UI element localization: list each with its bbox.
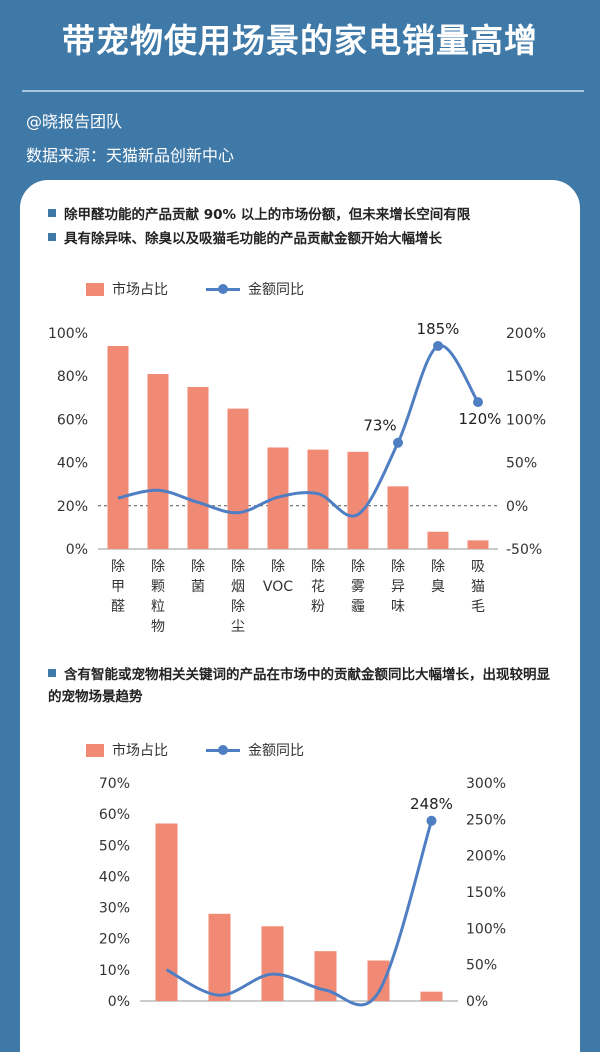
right-axis-tick-label: 150%	[466, 885, 506, 901]
line-yoy-growth	[165, 820, 433, 1007]
left-axis-tick-label: 100%	[48, 326, 88, 342]
left-axis-tick-label: 10%	[99, 963, 130, 979]
line-swatch-icon	[206, 744, 240, 755]
right-axis-tick-label: 100%	[506, 412, 546, 428]
bar-swatch-icon	[86, 743, 104, 757]
category-label: 除烟除尘	[231, 559, 245, 635]
bar-market-share	[367, 960, 390, 1001]
category-label: 除颗粒物	[151, 559, 165, 635]
left-axis-tick-label: 0%	[108, 994, 130, 1010]
right-axis-tick-label: 0%	[466, 994, 488, 1010]
category-label: 除雾霾	[351, 559, 365, 615]
bullet-square-icon	[48, 669, 56, 677]
line-point-marker	[473, 397, 483, 408]
bar-market-share	[427, 531, 449, 549]
bar-market-share	[261, 926, 284, 1001]
bar-market-share	[467, 540, 489, 549]
left-axis-tick-label: 80%	[57, 369, 88, 385]
title-divider	[22, 90, 584, 92]
bar-swatch-icon	[86, 282, 104, 296]
right-axis-tick-label: -50%	[506, 542, 542, 558]
bar-market-share	[420, 991, 443, 1001]
line-swatch-icon	[206, 283, 240, 294]
left-axis-tick-label: 0%	[66, 542, 88, 558]
left-axis-tick-label: 60%	[99, 807, 130, 823]
bar-market-share	[147, 374, 169, 549]
line-point-marker	[426, 815, 437, 826]
bar-market-share	[155, 823, 178, 1001]
chart1-legend-bar: 市场占比	[86, 279, 168, 299]
right-axis-tick-label: 0%	[506, 499, 528, 515]
right-axis-tick-label: 200%	[466, 849, 506, 865]
chart1-note-1: 除甲醛功能的产品贡献 90% 以上的市场份额，但未来增长空间有限	[48, 204, 470, 226]
bar-market-share	[347, 451, 369, 549]
left-axis-tick-label: 40%	[99, 869, 130, 885]
left-axis-tick-label: 60%	[57, 412, 88, 428]
content-card	[20, 180, 580, 1052]
line-data-label: 185%	[417, 320, 460, 338]
chart1-note-2: 具有除异味、除臭以及吸猫毛功能的产品贡献金额开始大幅增长	[48, 228, 442, 250]
left-axis-tick-label: 30%	[99, 901, 130, 917]
bar-market-share	[387, 486, 409, 549]
category-label: 除花粉	[311, 559, 325, 615]
category-label: 除 VOC	[263, 559, 293, 595]
line-data-label: 73%	[363, 417, 396, 435]
page-title: 带宠物使用场景的家电销量高增	[62, 21, 538, 60]
left-axis-tick-label: 50%	[99, 838, 130, 854]
chart1-legend-line: 金额同比	[206, 279, 304, 299]
bar-market-share	[208, 913, 231, 1001]
category-label: 除臭	[431, 559, 445, 595]
bullet-square-icon	[48, 233, 56, 241]
line-yoy-growth	[117, 344, 480, 518]
right-axis-tick-label: 300%	[466, 776, 506, 792]
right-axis-tick-label: 250%	[466, 812, 506, 828]
bar-market-share	[307, 449, 329, 549]
author-label: @晓报告团队	[26, 112, 123, 131]
left-axis-tick-label: 40%	[57, 456, 88, 472]
right-axis-tick-label: 100%	[466, 921, 506, 937]
right-axis-tick-label: 50%	[506, 456, 537, 472]
bullet-square-icon	[48, 209, 56, 217]
left-axis-tick-label: 20%	[99, 932, 130, 948]
chart2-legend-line: 金额同比	[206, 740, 304, 760]
category-label: 除甲醛	[111, 559, 125, 615]
line-data-label: 120%	[459, 410, 502, 428]
chart2-note-1: 含有智能或宠物相关关键词的产品在市场中的贡献金额同比大幅增长，出现较明显的宠物场…	[48, 667, 550, 705]
left-axis-tick-label: 70%	[99, 776, 130, 792]
bar-market-share	[187, 387, 209, 549]
left-axis-tick-label: 20%	[57, 499, 88, 515]
line-point-marker	[393, 437, 403, 448]
line-point-marker	[433, 340, 443, 351]
chart2-legend-bar: 市场占比	[86, 740, 168, 760]
line-data-label: 248%	[410, 795, 453, 813]
right-axis-tick-label: 50%	[466, 958, 497, 974]
category-label: 吸猫毛	[471, 559, 485, 615]
category-label: 除菌	[191, 559, 205, 595]
source-label: 数据来源：天猫新品创新中心	[26, 146, 235, 165]
right-axis-tick-label: 200%	[506, 326, 546, 342]
category-label: 除异味	[391, 559, 405, 615]
right-axis-tick-label: 150%	[506, 369, 546, 385]
